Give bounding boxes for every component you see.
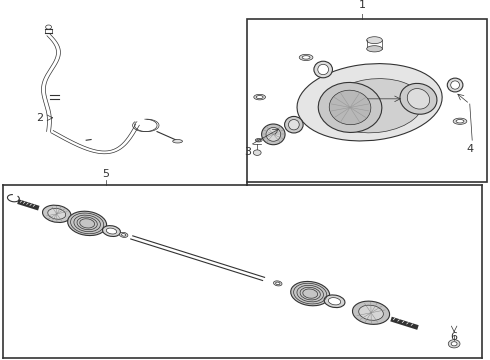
Ellipse shape: [255, 139, 262, 142]
Ellipse shape: [257, 139, 261, 141]
Ellipse shape: [407, 89, 430, 109]
Ellipse shape: [256, 95, 263, 99]
Text: 5: 5: [102, 169, 109, 179]
Ellipse shape: [276, 282, 280, 285]
Ellipse shape: [324, 295, 345, 307]
Circle shape: [253, 150, 261, 156]
Ellipse shape: [254, 94, 266, 100]
Ellipse shape: [328, 298, 341, 305]
Ellipse shape: [302, 56, 310, 59]
Bar: [247, 19, 487, 182]
Ellipse shape: [367, 37, 382, 44]
Ellipse shape: [456, 120, 464, 123]
Ellipse shape: [68, 211, 107, 235]
Ellipse shape: [48, 208, 66, 219]
Ellipse shape: [453, 118, 467, 124]
Ellipse shape: [122, 234, 126, 236]
Ellipse shape: [329, 90, 371, 125]
Ellipse shape: [273, 281, 282, 286]
Ellipse shape: [318, 82, 382, 132]
Ellipse shape: [326, 78, 423, 133]
Text: 3: 3: [244, 148, 251, 157]
Circle shape: [46, 25, 51, 29]
Ellipse shape: [400, 84, 437, 114]
Ellipse shape: [447, 78, 463, 92]
Ellipse shape: [297, 64, 442, 141]
Text: 6: 6: [451, 332, 458, 342]
Text: 2: 2: [37, 113, 44, 123]
Ellipse shape: [172, 140, 182, 143]
Text: 1: 1: [359, 0, 366, 10]
Ellipse shape: [291, 282, 330, 306]
Circle shape: [451, 342, 457, 346]
Ellipse shape: [289, 120, 299, 130]
Ellipse shape: [106, 228, 117, 234]
Ellipse shape: [314, 61, 332, 78]
Ellipse shape: [120, 232, 128, 238]
Ellipse shape: [299, 54, 313, 60]
Ellipse shape: [43, 205, 71, 222]
Ellipse shape: [285, 116, 303, 133]
Circle shape: [448, 339, 460, 348]
Ellipse shape: [262, 124, 285, 145]
Ellipse shape: [318, 64, 329, 75]
Ellipse shape: [451, 81, 460, 89]
Text: 4: 4: [466, 144, 473, 154]
Ellipse shape: [367, 46, 382, 52]
Ellipse shape: [266, 127, 281, 141]
Ellipse shape: [359, 305, 383, 320]
Ellipse shape: [352, 301, 390, 324]
Ellipse shape: [102, 226, 121, 237]
